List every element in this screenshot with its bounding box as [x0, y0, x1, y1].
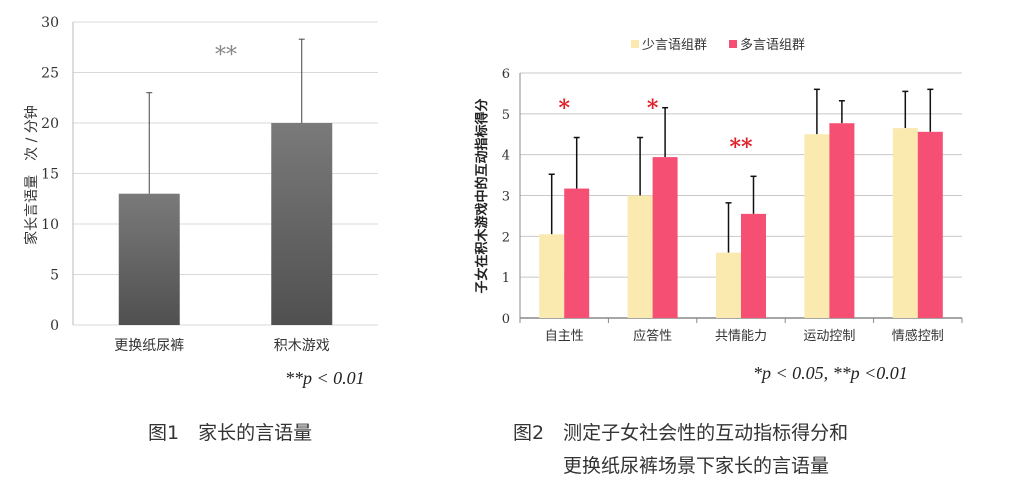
- bar-many: [741, 213, 766, 318]
- significance-mark: *: [647, 96, 659, 122]
- legend-label: 多言语组群: [740, 37, 805, 53]
- y-tick-label: 4: [502, 149, 510, 164]
- x-tick-label: 应答性: [633, 328, 672, 344]
- x-tick-label: 共情能力: [715, 329, 767, 344]
- bar-few: [539, 234, 565, 318]
- chart1-note: **p < 0.01: [285, 368, 365, 388]
- y-tick-label: 20: [41, 116, 59, 132]
- y-tick-label: 30: [41, 15, 59, 31]
- x-tick-label: 积木游戏: [274, 338, 330, 354]
- y-axis-label: 家长言语量 次 / 分钟: [23, 105, 40, 245]
- chart2-note: *p < 0.05, **p <0.01: [753, 363, 908, 383]
- y-tick-label: 0: [50, 318, 59, 334]
- bar-few: [892, 128, 918, 318]
- x-tick-label: 情感控制: [892, 328, 944, 344]
- legend-swatch: [631, 40, 639, 48]
- y-tick-label: 5: [50, 268, 59, 284]
- y-tick-label: 1: [502, 271, 510, 286]
- y-tick-label: 10: [41, 217, 59, 233]
- y-axis-label: 子女在积木游戏中的互动指标得分: [474, 98, 490, 293]
- y-tick-label: 25: [41, 66, 59, 82]
- bar: [271, 123, 333, 325]
- y-tick-label: 3: [502, 190, 510, 205]
- y-tick-label: 5: [502, 108, 510, 123]
- bar-many: [829, 123, 855, 318]
- x-tick-label: 更换纸尿裤: [114, 337, 184, 354]
- y-tick-label: 6: [502, 67, 510, 82]
- legend-swatch: [729, 40, 737, 48]
- significance-mark: **: [729, 134, 753, 160]
- x-tick-label: 自主性: [545, 329, 584, 344]
- significance-mark: *: [558, 96, 570, 122]
- x-tick-label: 运动控制: [803, 329, 855, 344]
- bar: [118, 193, 180, 325]
- bar-many: [564, 188, 590, 318]
- y-tick-label: 15: [41, 167, 59, 183]
- bar-many: [652, 157, 678, 318]
- significance-mark: **: [215, 43, 237, 68]
- caption-fig1: 图1 家长的言语量: [148, 422, 313, 444]
- y-tick-label: 0: [502, 312, 510, 327]
- bar-few: [804, 134, 830, 318]
- bar-few: [627, 195, 653, 318]
- caption-fig2-line1: 图2 测定子女社会性的互动指标得分和: [513, 422, 849, 444]
- bar-many: [917, 131, 943, 318]
- legend-label: 少言语组群: [642, 38, 707, 53]
- bar-few: [716, 252, 741, 318]
- y-tick-label: 2: [502, 230, 510, 245]
- caption-fig2-line2: 更换纸尿裤场景下家长的言语量: [563, 455, 830, 477]
